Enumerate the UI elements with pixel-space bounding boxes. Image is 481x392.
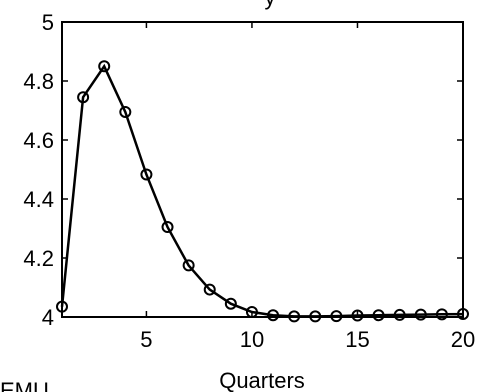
x-tick-label: 10 [240, 327, 264, 352]
data-point [77, 91, 90, 104]
partial-footer-label: EMU [0, 378, 49, 392]
data-point [309, 310, 322, 323]
data-point [457, 308, 469, 321]
data-point [140, 168, 153, 181]
data-point [203, 283, 216, 296]
data-point [372, 309, 385, 322]
data-point [98, 60, 111, 73]
x-tick-label: 5 [140, 327, 152, 352]
y-tick-label: 4 [42, 305, 54, 330]
y-tick-label: 4.2 [23, 246, 54, 271]
data-point [182, 259, 195, 272]
y-tick-label: 4.8 [23, 69, 54, 94]
x-axis-ticks: 5 10 15 20 [140, 22, 475, 352]
partial-title: y [265, 0, 276, 10]
data-point [414, 308, 427, 321]
data-point [119, 105, 132, 118]
data-markers [56, 60, 469, 323]
data-point [161, 221, 174, 234]
data-point [435, 308, 448, 321]
data-point [330, 310, 343, 323]
plot-frame [61, 21, 464, 318]
data-point [56, 300, 68, 313]
series-line [60, 63, 464, 318]
y-tick-label: 4.6 [23, 128, 54, 153]
data-point [351, 309, 364, 322]
data-point [224, 297, 237, 310]
y-tick-label: 5 [42, 10, 54, 35]
data-point [245, 305, 258, 318]
data-point [267, 309, 280, 322]
data-point [288, 310, 301, 323]
x-tick-label: 20 [451, 327, 475, 352]
x-axis-label: Quarters [219, 368, 305, 392]
y-axis-ticks: 4 4.2 4.4 4.6 4.8 5 [23, 10, 463, 330]
data-point [393, 308, 406, 321]
y-tick-label: 4.4 [23, 187, 54, 212]
x-tick-label: 15 [345, 327, 369, 352]
